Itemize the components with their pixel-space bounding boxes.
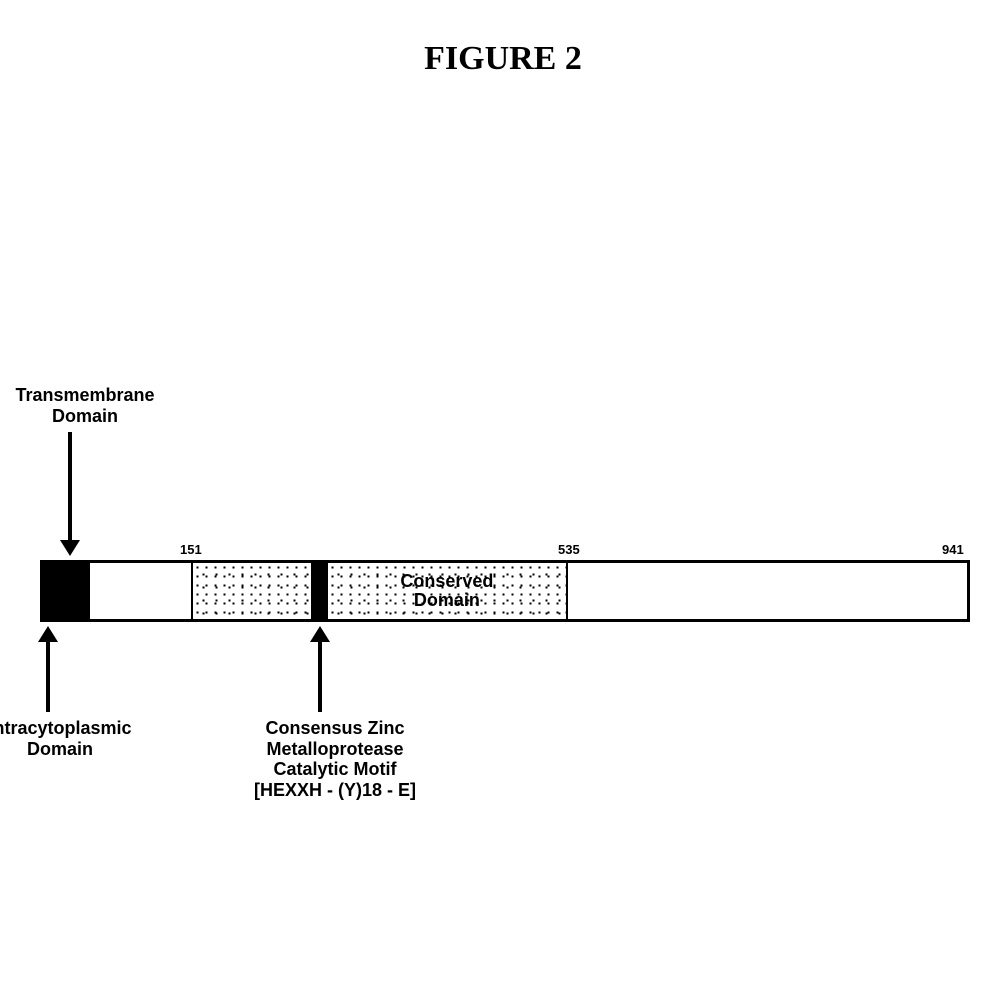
seg-transmembrane bbox=[55, 563, 90, 619]
conserved-domain-label: Conserved Domain bbox=[400, 572, 493, 610]
seg-conserved-domain: Conserved Domain bbox=[328, 563, 569, 619]
annot-transmembrane: Transmembrane Domain bbox=[0, 385, 185, 426]
protein-diagram: Transmembrane Domain 151 535 941 Conserv… bbox=[40, 560, 970, 622]
pos-label-941: 941 bbox=[942, 542, 964, 557]
annot-zinc-motif: Consensus Zinc Metalloprotease Catalytic… bbox=[220, 718, 450, 801]
figure-title: FIGURE 2 bbox=[0, 40, 1006, 78]
annot-intracytoplasmic: Intracytoplasmic Domain bbox=[0, 718, 150, 759]
pos-label-535: 535 bbox=[558, 542, 580, 557]
seg-intracytoplasmic bbox=[43, 563, 55, 619]
pos-label-151: 151 bbox=[180, 542, 202, 557]
seg-pre-conserved bbox=[191, 563, 313, 619]
seg-zinc-motif bbox=[313, 563, 328, 619]
protein-bar: Conserved Domain bbox=[40, 560, 970, 622]
